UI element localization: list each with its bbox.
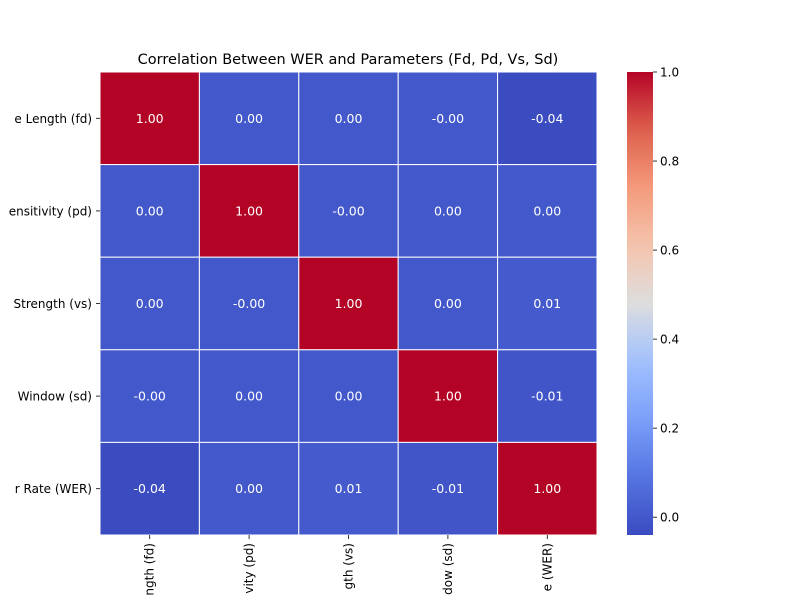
heatmap-cell xyxy=(497,256,598,351)
x-tick-label: vity (pd) xyxy=(242,543,256,594)
cell-value-label: 1.00 xyxy=(136,111,164,126)
cell-value-label: 1.00 xyxy=(533,481,561,496)
heatmap-cell xyxy=(198,256,300,351)
heatmap-grid: 1.00 0.00 0.00 -0.00 -0.04 0.00 1.00 -0.00 0.00 0… xyxy=(99,71,598,536)
heatmap-cell xyxy=(198,71,300,166)
heatmap-cell xyxy=(99,71,200,166)
cell-value-label: 0.01 xyxy=(533,296,561,311)
cell-value-label: -0.00 xyxy=(432,111,464,126)
cell-value-label: 1.00 xyxy=(235,203,263,218)
colorbar-gradient xyxy=(627,72,653,535)
cell-value-label: 0.00 xyxy=(335,389,363,404)
heatmap-cell xyxy=(298,349,399,443)
heatmap-cell xyxy=(497,164,598,258)
cell-value-label: 0.00 xyxy=(136,203,164,218)
x-tick-label: gth (vs) xyxy=(342,543,356,589)
heatmap-cell xyxy=(99,441,200,536)
cell-value-label: -0.00 xyxy=(332,203,364,218)
x-tick-label: dow (sd) xyxy=(441,543,455,595)
y-tick-label: Strength (vs) xyxy=(14,297,92,311)
heatmap-cell xyxy=(298,164,399,258)
heatmap-cell xyxy=(298,71,399,166)
heatmap-cell xyxy=(397,349,499,443)
cell-value-label: -0.01 xyxy=(531,389,563,404)
cell-value-label: 0.00 xyxy=(434,203,462,218)
y-tick-label: r Rate (WER) xyxy=(15,482,92,496)
cell-value-label: 0.00 xyxy=(533,203,561,218)
colorbar-tick-label: 0.6 xyxy=(660,244,679,258)
colorbar-tick-label: 0.4 xyxy=(660,333,679,347)
cell-value-label: 0.00 xyxy=(136,296,164,311)
cell-value-label: 1.00 xyxy=(434,389,462,404)
colorbar-tick-label: 1.0 xyxy=(660,66,679,80)
cell-value-label: -0.04 xyxy=(531,111,563,126)
cell-value-label: -0.04 xyxy=(134,481,166,496)
cell-value-label: -0.00 xyxy=(134,389,166,404)
x-axis: ngth (fd) vity (pd) gth (vs) dow (sd) e (WER… xyxy=(143,535,554,596)
heatmap-cell xyxy=(397,71,499,166)
y-axis: e Length (fd) ensitivity (pd) Strength (vs… xyxy=(9,112,100,496)
cell-value-label: 0.00 xyxy=(335,111,363,126)
heatmap-cell xyxy=(298,256,399,351)
heatmap-cell xyxy=(99,164,200,258)
colorbar-tick-label: 0.0 xyxy=(660,511,679,525)
colorbar-tick-label: 0.8 xyxy=(660,155,679,169)
heatmap-cell xyxy=(397,256,499,351)
cell-value-label: -0.00 xyxy=(233,296,265,311)
heatmap-cell xyxy=(298,441,399,536)
heatmap-cell xyxy=(497,441,598,536)
cell-value-label: -0.01 xyxy=(432,481,464,496)
y-tick-label: e Length (fd) xyxy=(14,112,92,126)
colorbar-tick-label: 0.2 xyxy=(660,422,679,436)
cell-value-label: 0.00 xyxy=(235,111,263,126)
x-tick-label: e (WER) xyxy=(540,543,554,591)
y-tick-label: Window (sd) xyxy=(18,390,92,404)
cell-value-label: 0.01 xyxy=(335,481,363,496)
colorbar: 0.0 0.2 0.4 0.6 0.8 1.0 xyxy=(627,66,679,535)
heatmap-cell xyxy=(497,349,598,443)
cell-value-label: 0.00 xyxy=(434,296,462,311)
heatmap-cell xyxy=(198,349,300,443)
cell-value-label: 0.00 xyxy=(235,389,263,404)
heatmap-cell xyxy=(198,441,300,536)
cell-value-label: 1.00 xyxy=(335,296,363,311)
y-tick-label: ensitivity (pd) xyxy=(9,204,92,218)
cell-value-label: 0.00 xyxy=(235,481,263,496)
x-tick-label: ngth (fd) xyxy=(143,543,157,596)
chart-title: Correlation Between WER and Parameters (… xyxy=(138,52,559,68)
heatmap-cell xyxy=(497,71,598,166)
